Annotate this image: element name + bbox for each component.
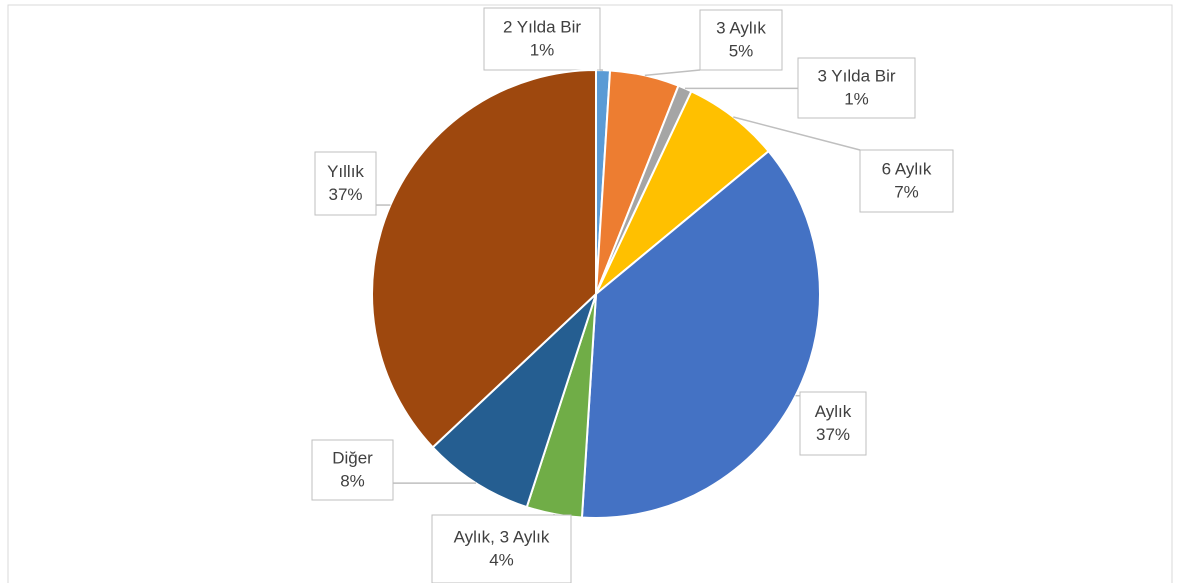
label-name: 2 Yılda Bir — [503, 17, 581, 36]
leader-line — [645, 70, 700, 75]
label-value: 4% — [489, 550, 514, 569]
label-name: 3 Aylık — [716, 18, 766, 37]
label-name: Aylık, 3 Aylık — [454, 527, 550, 546]
label-value: 5% — [729, 41, 754, 60]
label-value: 1% — [530, 40, 555, 59]
label-name: Yıllık — [327, 162, 364, 181]
label-name: 3 Yılda Bir — [817, 66, 895, 85]
label-value: 37% — [816, 425, 850, 444]
label-value: 8% — [340, 471, 365, 490]
label-box — [432, 515, 571, 583]
label-name: Aylık — [815, 402, 852, 421]
label-name: 6 Aylık — [882, 159, 932, 178]
label-value: 37% — [328, 185, 362, 204]
label-value: 7% — [894, 182, 919, 201]
label-name: Diğer — [332, 448, 373, 467]
label-value: 1% — [844, 89, 869, 108]
